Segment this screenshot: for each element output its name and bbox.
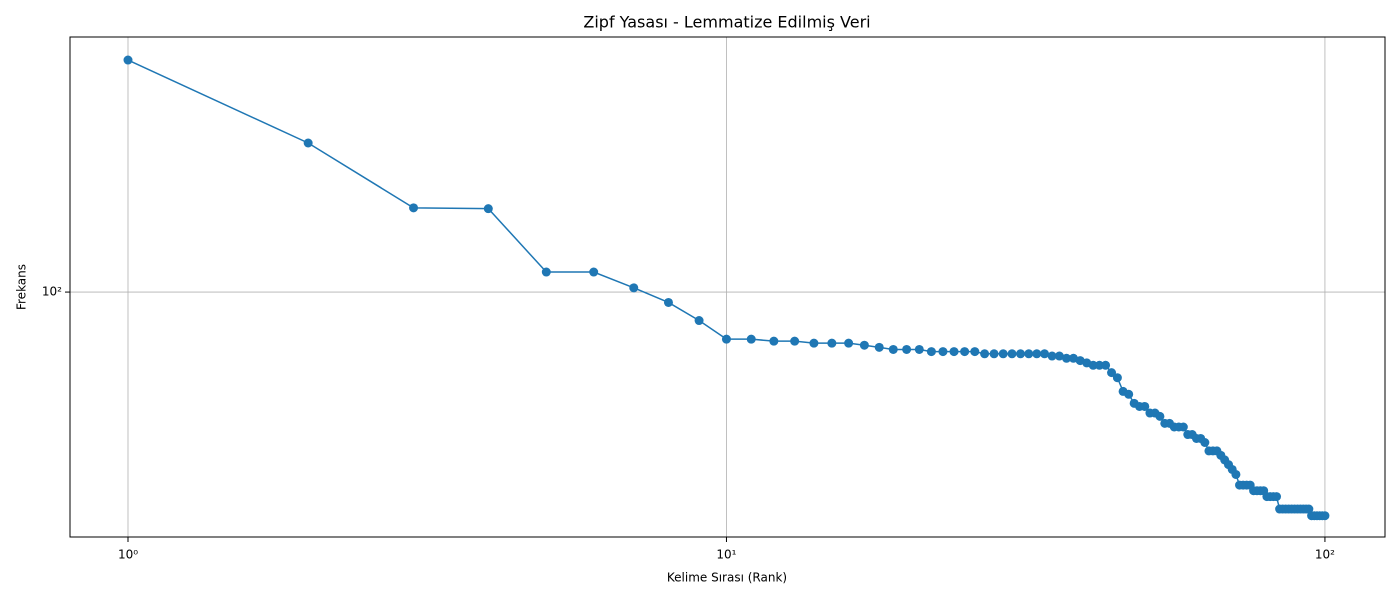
plot-frame xyxy=(69,36,1386,538)
y-tick-label: 10² xyxy=(42,285,62,299)
point xyxy=(541,267,551,277)
point xyxy=(1320,511,1330,521)
point xyxy=(1032,349,1042,359)
point xyxy=(827,338,837,348)
point xyxy=(1272,492,1282,502)
point xyxy=(629,283,639,293)
plot-area xyxy=(123,55,1330,521)
point xyxy=(1024,349,1034,359)
point xyxy=(960,347,970,357)
point xyxy=(859,340,869,350)
point xyxy=(721,334,731,344)
point xyxy=(874,342,884,352)
x-tick-label: 10⁰ xyxy=(118,548,138,562)
point xyxy=(926,347,936,357)
y-axis-label: Frekans xyxy=(15,264,29,310)
point xyxy=(1062,353,1072,363)
point xyxy=(989,349,999,359)
point xyxy=(902,344,912,354)
point xyxy=(1200,438,1210,448)
x-tick-label: 10² xyxy=(1315,548,1335,562)
point xyxy=(998,349,1008,359)
x-axis-label: Kelime Sırası (Rank) xyxy=(667,571,787,585)
point xyxy=(303,138,313,148)
point xyxy=(663,297,673,307)
point xyxy=(123,55,133,65)
point xyxy=(1107,368,1117,378)
point xyxy=(483,204,493,214)
point xyxy=(970,347,980,357)
grid xyxy=(70,37,1385,537)
point xyxy=(914,344,924,354)
point xyxy=(1101,360,1111,370)
point xyxy=(1007,349,1017,359)
point xyxy=(1140,401,1150,411)
point xyxy=(746,334,756,344)
point xyxy=(1054,351,1064,361)
point xyxy=(980,349,990,359)
point xyxy=(1124,389,1134,399)
point xyxy=(589,267,599,277)
point xyxy=(1112,373,1122,383)
point xyxy=(888,344,898,354)
point xyxy=(1088,360,1098,370)
point xyxy=(1047,351,1057,361)
point xyxy=(809,338,819,348)
point xyxy=(1231,469,1241,479)
point xyxy=(844,338,854,348)
point xyxy=(694,316,704,326)
point xyxy=(769,336,779,346)
chart-title: Zipf Yasası - Lemmatize Edilmiş Veri xyxy=(583,13,870,32)
point xyxy=(1155,411,1165,421)
point xyxy=(949,347,959,357)
x-tick-label: 10¹ xyxy=(716,548,736,562)
point xyxy=(409,203,419,213)
point xyxy=(790,336,800,346)
point xyxy=(1016,349,1026,359)
point xyxy=(1178,422,1188,432)
point xyxy=(1040,349,1050,359)
point xyxy=(1068,353,1078,363)
point xyxy=(938,347,948,357)
